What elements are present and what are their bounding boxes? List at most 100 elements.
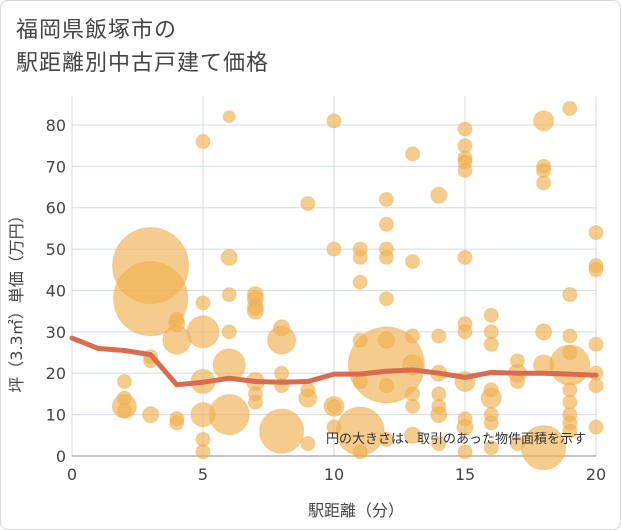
bubble-point [247, 394, 263, 410]
bubble-point [212, 348, 246, 382]
bubble-point [430, 186, 448, 204]
bubble-point [195, 134, 211, 150]
bubble-point [483, 336, 499, 352]
bubble-point [483, 307, 499, 323]
tick-labels: 0 5 10 15 20 0 10 20 30 40 50 60 70 80 [46, 116, 607, 484]
y-tick-label: 0 [56, 447, 66, 466]
bubble-point [326, 241, 342, 257]
bubble-point [588, 225, 604, 241]
bubble-point [116, 402, 132, 418]
bubble-point [195, 295, 211, 311]
y-tick-label: 50 [46, 240, 66, 259]
bubble-point [352, 274, 368, 290]
bubble-point [483, 382, 499, 398]
x-tick-label: 5 [198, 465, 208, 484]
bubble-point [405, 146, 421, 162]
y-tick-label: 10 [46, 406, 66, 425]
bubble-point [377, 331, 395, 349]
bubble-point [562, 423, 578, 439]
x-tick-label: 15 [455, 465, 475, 484]
bubble-point [457, 121, 473, 137]
bubble-layer [111, 100, 604, 471]
bubble-point [588, 419, 604, 435]
y-tick-label: 20 [46, 364, 66, 383]
bubble-point [190, 402, 216, 428]
x-tick-label: 10 [324, 465, 344, 484]
bubble-point [352, 374, 368, 390]
bubble-point [588, 378, 604, 394]
bubble-point [116, 374, 132, 390]
bubble-point [483, 415, 499, 431]
y-tick-label: 70 [46, 157, 66, 176]
bubble-point [404, 426, 422, 444]
bubble-point [300, 436, 316, 452]
bubble-point [169, 311, 185, 327]
trend-line [69, 335, 599, 388]
bubble-point [431, 328, 447, 344]
bubble-point [378, 191, 394, 207]
bubble-point [116, 390, 132, 406]
bubble-point [259, 408, 305, 454]
bubble-point [378, 216, 394, 232]
bubble-point [509, 436, 525, 452]
bubble-point [326, 398, 342, 414]
bubble-point [352, 332, 368, 348]
bubble-point [535, 323, 553, 341]
x-tick-label: 20 [586, 465, 606, 484]
bubble-point [457, 162, 473, 178]
y-axis-label: 坪（3.3㎡）単価（万円） [7, 207, 26, 392]
bubble-point [186, 315, 220, 349]
bubble-point [405, 386, 421, 402]
bubble-point [347, 326, 425, 404]
bubble-point [562, 287, 578, 303]
bubble-point [378, 378, 394, 394]
bubble-point [562, 345, 578, 361]
y-tick-label: 30 [46, 323, 66, 342]
bubble-point [169, 415, 185, 431]
bubble-point [562, 382, 578, 398]
bubble-point [509, 353, 525, 369]
chart-title: 福岡県飯塚市の 駅距離別中古戸建て価格 [16, 18, 270, 76]
bubble-point [352, 249, 368, 265]
bubble-size-note: 円の大きさは、取引のあった物件面積を示す [326, 432, 586, 447]
x-tick-label: 0 [67, 465, 77, 484]
bubble-point [457, 411, 473, 427]
y-tick-label: 60 [46, 199, 66, 218]
bubble-point [483, 324, 499, 340]
bubble-point [457, 249, 473, 265]
bubble-point [195, 444, 211, 460]
bubble-point [588, 262, 604, 278]
bubble-point [220, 248, 238, 266]
bubble-point [431, 436, 447, 452]
bubble-point [142, 406, 160, 424]
bubble-point [562, 394, 578, 410]
bubble-point [405, 254, 421, 270]
trend-layer [69, 335, 599, 388]
bubble-point [378, 249, 394, 265]
bubble-point [221, 324, 237, 340]
bubble-point [378, 431, 394, 447]
bubble-point [326, 419, 342, 435]
bubble-point [457, 138, 473, 154]
y-tick-label: 40 [46, 281, 66, 300]
bubble-point [431, 398, 447, 414]
bubble-point [378, 291, 394, 307]
bubble-point [562, 100, 578, 116]
bubble-point [300, 382, 316, 398]
bubble-point [221, 287, 237, 303]
bubble-point [536, 162, 552, 178]
bubble-point [457, 324, 473, 340]
bubble-point [431, 386, 447, 402]
bubble-point [483, 440, 499, 456]
x-axis-label: 駅距離（分） [308, 501, 404, 520]
bubble-point [352, 444, 368, 460]
bubble-point [195, 431, 211, 447]
bubble-point [273, 319, 291, 337]
bubble-point [326, 113, 342, 129]
bubble-point [536, 175, 552, 191]
bubble-point [457, 444, 473, 460]
bubble-point [274, 365, 290, 381]
bubble-point [246, 302, 264, 320]
y-tick-label: 80 [46, 116, 66, 135]
